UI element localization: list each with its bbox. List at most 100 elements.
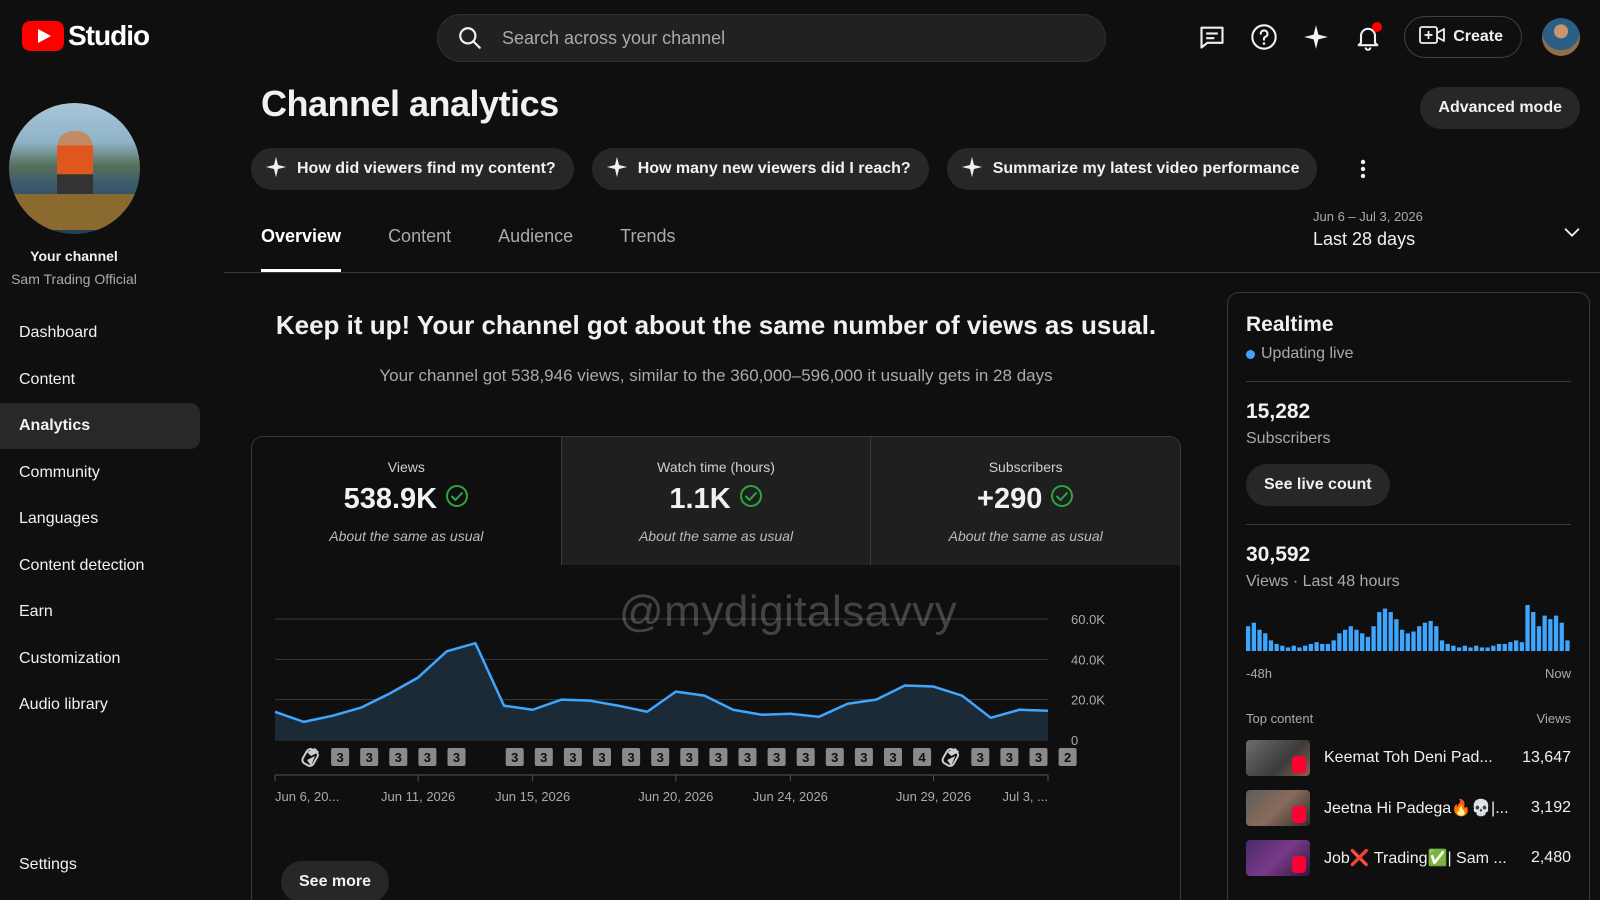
upload-marker[interactable] (1000, 748, 1019, 766)
upload-marker[interactable] (971, 748, 990, 766)
upload-marker[interactable] (331, 748, 350, 766)
realtime-bar[interactable] (1525, 605, 1530, 651)
realtime-bar[interactable] (1365, 636, 1371, 651)
metric-watch-time-hours[interactable]: Watch time (hours) 1.1K About the same as … (561, 437, 872, 565)
create-button[interactable]: Create (1404, 16, 1522, 58)
upload-marker[interactable] (534, 748, 553, 766)
realtime-bar[interactable] (1411, 631, 1416, 651)
realtime-bar[interactable] (1536, 626, 1542, 651)
realtime-bar[interactable] (1280, 645, 1285, 651)
tab-overview[interactable]: Overview (261, 226, 342, 272)
realtime-bar[interactable] (1451, 645, 1456, 651)
realtime-bar[interactable] (1542, 615, 1547, 651)
realtime-bar[interactable] (1371, 626, 1376, 651)
search-input[interactable] (502, 27, 1082, 49)
more-options-icon[interactable] (1351, 148, 1375, 190)
realtime-bar[interactable] (1382, 608, 1388, 651)
realtime-bar[interactable] (1519, 642, 1524, 651)
video-thumbnail[interactable] (1246, 840, 1310, 876)
realtime-bar[interactable] (1474, 645, 1479, 651)
tab-trends[interactable]: Trends (620, 226, 676, 246)
studio-logo[interactable]: Studio (22, 20, 150, 52)
see-more-button[interactable]: See more (281, 861, 390, 900)
realtime-bar[interactable] (1303, 645, 1308, 651)
realtime-bar[interactable] (1445, 643, 1450, 651)
search-icon[interactable] (438, 25, 502, 51)
realtime-bar[interactable] (1531, 612, 1536, 651)
realtime-bar[interactable] (1274, 643, 1279, 651)
realtime-bar[interactable] (1246, 626, 1251, 651)
upload-marker[interactable] (1058, 748, 1077, 766)
tab-audience[interactable]: Audience (498, 226, 574, 246)
sidebar-item-content[interactable]: Content (19, 370, 76, 388)
sidebar-item-community[interactable]: Community (19, 463, 100, 481)
top-content-title[interactable]: Jeetna Hi Padega🔥💀|... (1324, 800, 1509, 817)
sidebar-item-content-detection[interactable]: Content detection (19, 556, 145, 574)
metric-subscribers[interactable]: Subscribers +290 About the same as usual (871, 437, 1180, 565)
realtime-bar[interactable] (1297, 647, 1302, 651)
suggestion-chip[interactable]: How did viewers find my content? (251, 148, 574, 190)
realtime-bar[interactable] (1268, 640, 1274, 651)
video-thumbnail[interactable] (1246, 740, 1310, 776)
realtime-bar[interactable] (1377, 612, 1382, 651)
upload-marker[interactable] (767, 748, 786, 766)
sidebar-item-customization[interactable]: Customization (19, 649, 121, 667)
views-line[interactable] (274, 641, 1049, 724)
sparkle-icon[interactable] (1300, 21, 1332, 53)
top-content-title[interactable]: Job❌ Trading✅| Sam ... (1324, 850, 1507, 867)
upload-marker[interactable] (505, 748, 524, 766)
help-icon[interactable] (1248, 21, 1280, 53)
sidebar-item-audio-library[interactable]: Audio library (19, 696, 108, 713)
realtime-bar[interactable] (1479, 647, 1485, 651)
realtime-bar[interactable] (1496, 643, 1502, 651)
upload-marker[interactable] (825, 748, 844, 766)
realtime-bar[interactable] (1513, 640, 1519, 651)
realtime-bar[interactable] (1502, 643, 1507, 651)
realtime-bar[interactable] (1399, 629, 1405, 651)
shorts-marker-icon[interactable] (941, 748, 960, 768)
upload-marker[interactable] (651, 748, 670, 766)
realtime-bar[interactable] (1291, 645, 1296, 651)
realtime-bar[interactable] (1422, 622, 1428, 651)
realtime-bar[interactable] (1394, 619, 1399, 651)
realtime-bar[interactable] (1320, 643, 1325, 651)
upload-marker[interactable] (1029, 748, 1048, 766)
realtime-bar[interactable] (1468, 647, 1473, 651)
upload-marker[interactable] (622, 748, 641, 766)
notifications-bell-icon[interactable] (1352, 21, 1384, 53)
upload-marker[interactable] (360, 748, 379, 766)
realtime-bar[interactable] (1565, 640, 1570, 651)
upload-marker[interactable] (854, 748, 873, 766)
realtime-bar[interactable] (1331, 640, 1336, 651)
realtime-bar[interactable] (1388, 612, 1393, 651)
upload-marker[interactable] (389, 748, 408, 766)
video-thumbnail[interactable] (1246, 790, 1310, 826)
sidebar-item-languages[interactable]: Languages (19, 510, 99, 527)
realtime-bar[interactable] (1456, 647, 1462, 651)
realtime-bar[interactable] (1417, 626, 1422, 651)
top-content-row[interactable]: Keemat Toh Deni Pad... 13,647 (1246, 740, 1571, 776)
realtime-bar[interactable] (1360, 633, 1365, 651)
tab-content[interactable]: Content (388, 226, 452, 246)
advanced-mode-button[interactable]: Advanced mode (1420, 87, 1580, 129)
upload-marker[interactable] (680, 748, 699, 766)
realtime-bar[interactable] (1434, 626, 1439, 651)
realtime-bar[interactable] (1354, 629, 1359, 651)
top-content-row[interactable]: Job❌ Trading✅| Sam ... 2,480 (1246, 840, 1571, 876)
top-content-row[interactable]: Jeetna Hi Padega🔥💀|... 3,192 (1246, 790, 1571, 826)
top-content-title[interactable]: Keemat Toh Deni Pad... (1324, 749, 1493, 766)
realtime-bar[interactable] (1342, 629, 1348, 651)
upload-marker[interactable] (884, 748, 902, 766)
realtime-bar[interactable] (1308, 643, 1314, 651)
sidebar-item-analytics[interactable]: Analytics (0, 403, 200, 449)
realtime-bar[interactable] (1263, 633, 1268, 651)
upload-marker[interactable] (563, 748, 582, 766)
realtime-bar[interactable] (1439, 640, 1445, 651)
suggestion-chip[interactable]: How many new viewers did I reach? (591, 148, 929, 190)
sidebar-item-earn[interactable]: Earn (19, 603, 53, 620)
realtime-bar[interactable] (1314, 642, 1319, 651)
shorts-marker-icon[interactable] (301, 748, 319, 768)
metric-views[interactable]: Views 538.9K About the same as usual (252, 437, 562, 565)
upload-marker[interactable] (738, 748, 757, 766)
realtime-bar[interactable] (1428, 620, 1433, 651)
